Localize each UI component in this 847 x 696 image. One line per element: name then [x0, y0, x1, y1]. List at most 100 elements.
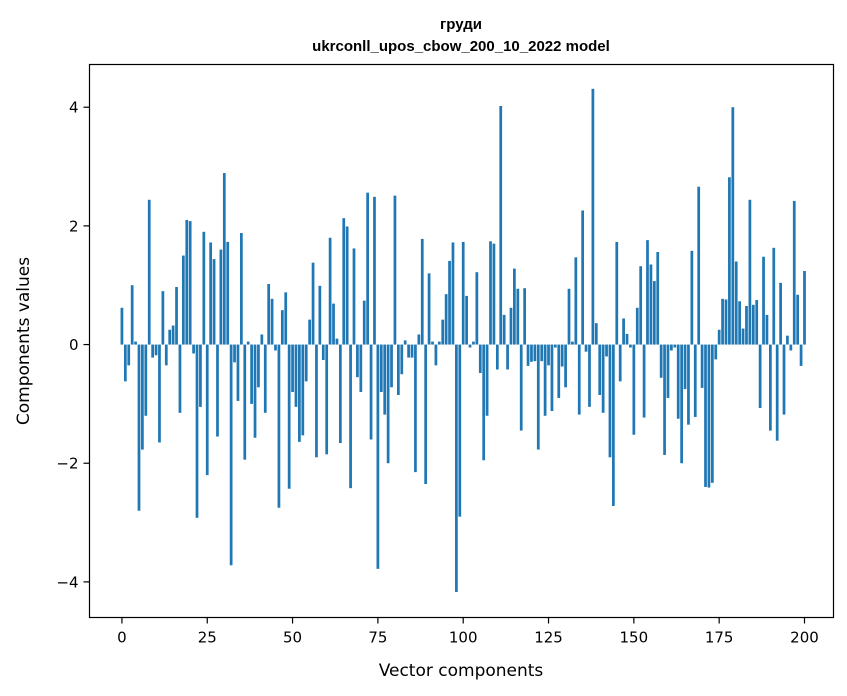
- bar: [489, 241, 492, 345]
- bar: [608, 344, 612, 458]
- bar: [649, 264, 653, 345]
- bar: [567, 288, 571, 345]
- bar: [120, 307, 124, 345]
- bar: [707, 344, 711, 488]
- bar: [376, 344, 380, 569]
- bar: [359, 344, 363, 393]
- bar: [301, 344, 305, 436]
- bar: [431, 341, 434, 345]
- y-axis-ticks: −4 −2 0 2 4: [56, 99, 90, 591]
- y-tick-label: −2: [56, 455, 78, 473]
- bar: [123, 344, 127, 382]
- x-tick-label: 100: [449, 629, 478, 647]
- bar: [499, 106, 503, 345]
- bar: [509, 307, 513, 345]
- bar: [434, 344, 438, 366]
- bar: [280, 310, 284, 345]
- bar: [772, 247, 776, 345]
- bar: [352, 248, 356, 345]
- bar: [482, 344, 486, 461]
- bar: [659, 344, 663, 378]
- bar: [458, 344, 462, 517]
- bar: [758, 344, 762, 409]
- bar: [328, 237, 332, 345]
- bar: [666, 344, 670, 398]
- bar: [762, 256, 765, 345]
- bar: [799, 344, 803, 366]
- bar: [519, 344, 523, 431]
- bar: [379, 344, 383, 393]
- bar: [427, 273, 431, 345]
- bar: [618, 344, 622, 382]
- x-tick-label: 200: [790, 629, 819, 647]
- x-axis-label: Vector components: [379, 661, 544, 681]
- bar: [134, 341, 137, 345]
- bar: [263, 344, 267, 413]
- x-tick-label: 0: [117, 629, 127, 647]
- bar: [683, 344, 687, 390]
- bar: [342, 218, 346, 345]
- bar: [632, 344, 636, 435]
- bar: [437, 341, 441, 345]
- x-tick-label: 25: [198, 629, 217, 647]
- bar: [325, 344, 329, 455]
- bar: [338, 344, 342, 444]
- bar: [216, 344, 219, 437]
- bar: [612, 344, 615, 506]
- bar: [502, 314, 506, 345]
- bar: [465, 295, 468, 345]
- bar: [786, 335, 789, 345]
- bar: [734, 261, 738, 345]
- bar: [383, 344, 387, 415]
- bar: [789, 344, 793, 351]
- bar: [710, 344, 714, 483]
- bar: [287, 344, 291, 489]
- bar: [588, 344, 591, 407]
- bar: [598, 344, 602, 395]
- bar: [284, 292, 288, 345]
- y-axis-label: Components values: [14, 257, 34, 425]
- chart-title: груди: [440, 16, 482, 33]
- bar: [475, 272, 479, 345]
- bar: [420, 238, 424, 345]
- bar: [253, 344, 257, 438]
- bar: [700, 344, 704, 388]
- bar: [615, 241, 619, 345]
- bars-group: [120, 88, 806, 592]
- bar: [516, 288, 520, 345]
- bar: [547, 344, 550, 366]
- bar: [557, 344, 561, 398]
- y-tick-label: −4: [56, 573, 78, 591]
- bar: [571, 341, 574, 345]
- bar: [687, 344, 690, 425]
- bar: [192, 344, 195, 354]
- bar: [775, 344, 779, 441]
- bar: [472, 341, 475, 345]
- bar: [154, 344, 158, 356]
- bar: [270, 298, 274, 345]
- bar: [506, 344, 509, 370]
- bar: [233, 344, 236, 363]
- bar: [704, 344, 707, 487]
- y-tick-label: 0: [69, 336, 79, 354]
- bar: [308, 319, 311, 345]
- bar: [680, 344, 683, 464]
- bar: [424, 344, 428, 484]
- bar: [444, 294, 448, 345]
- bar: [526, 344, 530, 366]
- bar: [246, 341, 250, 345]
- bar: [523, 288, 526, 345]
- bar: [663, 344, 666, 455]
- bar: [584, 344, 588, 352]
- bar: [260, 334, 264, 345]
- bar: [229, 344, 233, 566]
- bar: [147, 199, 151, 345]
- bar: [164, 344, 168, 366]
- bar: [492, 243, 496, 345]
- bar: [130, 285, 134, 345]
- bar: [635, 307, 639, 345]
- bar: [168, 329, 172, 345]
- bar: [803, 270, 806, 345]
- bar: [721, 298, 724, 345]
